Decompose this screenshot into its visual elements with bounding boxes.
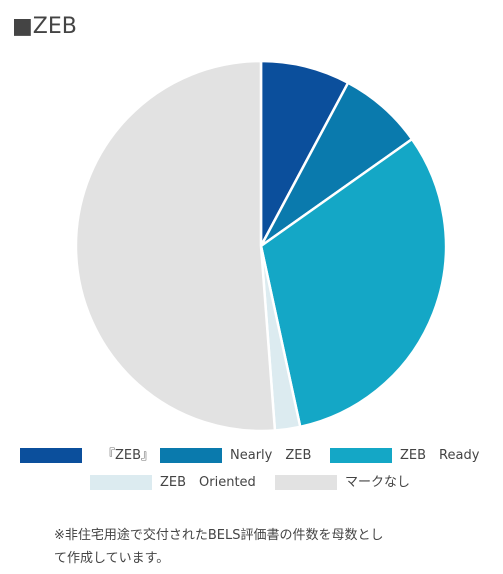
chart-title: ■ZEB — [12, 14, 77, 39]
footnote-line: ※非住宅用途で交付されたBELS評価書の件数を母数とし — [54, 528, 384, 543]
legend-swatch — [275, 475, 337, 490]
legend-label: ZEB Ready — [400, 448, 480, 463]
legend-label: Nearly ZEB — [230, 448, 312, 463]
legend-label: 『ZEB』 — [102, 448, 155, 463]
footnote-line: て作成しています。 — [54, 551, 170, 566]
footnote: ※非住宅用途で交付されたBELS評価書の件数を母数とし て作成しています。 — [54, 524, 474, 570]
legend-row-2: ZEB Oriented マークなし — [0, 473, 503, 493]
legend-swatch — [160, 448, 222, 463]
legend-row-1: 『ZEB』 Nearly ZEB ZEB Ready — [0, 446, 503, 466]
pie-chart — [74, 59, 448, 433]
legend-swatch — [90, 475, 152, 490]
legend-swatch — [330, 448, 392, 463]
legend-label: マークなし — [345, 475, 411, 490]
legend-swatch — [20, 448, 82, 463]
legend-label: ZEB Oriented — [160, 475, 256, 490]
slice-no-mark — [74, 59, 277, 433]
slice-zeb-ready — [259, 137, 448, 429]
